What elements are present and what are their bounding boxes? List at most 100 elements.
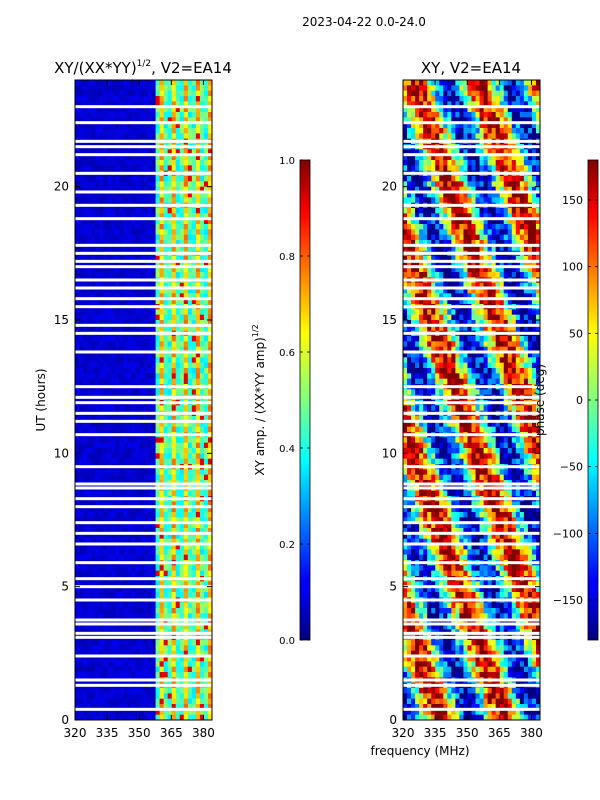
amplitude-cell bbox=[79, 282, 84, 288]
phase-cell bbox=[423, 687, 428, 694]
amplitude-cell bbox=[131, 207, 137, 214]
amplitude-cell bbox=[103, 644, 108, 651]
amplitude-cell bbox=[167, 666, 173, 672]
amplitude-cell bbox=[123, 628, 128, 635]
amplitude-cell bbox=[167, 586, 173, 592]
amplitude-cell bbox=[123, 500, 128, 507]
amplitude-cell bbox=[91, 218, 96, 224]
amplitude-cell bbox=[87, 692, 92, 699]
phase-cell bbox=[419, 650, 424, 656]
amplitude-cell bbox=[91, 452, 96, 459]
amplitude-cell bbox=[151, 180, 157, 187]
amplitude-cell bbox=[103, 554, 108, 560]
amplitude-cell bbox=[87, 159, 92, 166]
amplitude-cell bbox=[91, 714, 96, 720]
amplitude-cell bbox=[135, 175, 141, 182]
amplitude-cell bbox=[175, 378, 181, 384]
amplitude-cell bbox=[95, 655, 100, 662]
amplitude-cell bbox=[95, 175, 100, 182]
amplitude-cell bbox=[111, 356, 116, 363]
phase-cell bbox=[459, 671, 465, 678]
amplitude-cell bbox=[127, 516, 133, 523]
amplitude-cell bbox=[191, 543, 197, 550]
amplitude-cell bbox=[195, 506, 201, 512]
amplitude-cell bbox=[175, 282, 181, 288]
phase-cell bbox=[499, 660, 505, 667]
amplitude-cell bbox=[119, 436, 124, 443]
amplitude-cell bbox=[203, 292, 209, 299]
amplitude-cell bbox=[183, 127, 189, 134]
amplitude-cell bbox=[159, 292, 165, 299]
phase-cell bbox=[475, 607, 481, 614]
amplitude-cell bbox=[187, 708, 193, 715]
amplitude-cell bbox=[79, 351, 84, 358]
amplitude-cell bbox=[151, 164, 157, 171]
phase-cell bbox=[407, 650, 412, 656]
amplitude-cell bbox=[99, 420, 104, 427]
amplitude-cell bbox=[147, 500, 153, 507]
amplitude-cell bbox=[187, 666, 193, 672]
amplitude-cell bbox=[171, 666, 177, 672]
amplitude-cell bbox=[95, 500, 100, 507]
phase-cell bbox=[439, 708, 444, 715]
amplitude-cell bbox=[203, 255, 209, 262]
phase-cell bbox=[443, 602, 448, 608]
amplitude-cell bbox=[183, 447, 189, 454]
amplitude-cell bbox=[163, 500, 169, 507]
amplitude-cell bbox=[127, 218, 133, 224]
amplitude-cell bbox=[103, 148, 108, 155]
amplitude-cell bbox=[179, 260, 185, 267]
amplitude-cell bbox=[163, 436, 169, 443]
amplitude-cell bbox=[187, 703, 193, 710]
amplitude-cell bbox=[123, 319, 128, 326]
amplitude-cell bbox=[87, 164, 92, 171]
phase-cell bbox=[503, 623, 509, 630]
amplitude-cell bbox=[151, 132, 157, 139]
amplitude-cell bbox=[199, 100, 205, 107]
amplitude-cell bbox=[187, 490, 193, 496]
phase-cell bbox=[483, 666, 489, 672]
amplitude-cell bbox=[107, 132, 112, 139]
amplitude-cell bbox=[159, 186, 165, 192]
amplitude-cell bbox=[127, 340, 133, 347]
phase-cell bbox=[483, 639, 489, 646]
amplitude-cell bbox=[171, 426, 177, 432]
amplitude-cell bbox=[83, 356, 88, 363]
amplitude-cell bbox=[107, 671, 112, 678]
amplitude-cell bbox=[135, 692, 141, 699]
amplitude-cell bbox=[147, 239, 153, 246]
amplitude-cell bbox=[95, 532, 100, 539]
amplitude-cell bbox=[91, 362, 96, 368]
amplitude-cell bbox=[167, 191, 173, 198]
amplitude-cell bbox=[151, 426, 157, 432]
amplitude-cell bbox=[207, 84, 212, 91]
amplitude-cell bbox=[119, 607, 124, 614]
amplitude-cell bbox=[151, 516, 157, 523]
phase-cell bbox=[439, 698, 444, 704]
amplitude-cell bbox=[79, 479, 84, 486]
amplitude-cell bbox=[139, 351, 145, 358]
amplitude-cell bbox=[103, 186, 108, 192]
amplitude-cell bbox=[143, 228, 149, 235]
phase-cell bbox=[467, 698, 473, 704]
amplitude-cell bbox=[83, 500, 88, 507]
amplitude-cell bbox=[139, 479, 145, 486]
amplitude-cell bbox=[115, 415, 120, 422]
amplitude-cell bbox=[147, 388, 153, 395]
amplitude-cell bbox=[155, 500, 161, 507]
phase-cell bbox=[419, 612, 424, 619]
phase-cell bbox=[431, 666, 436, 672]
amplitude-cell bbox=[107, 644, 112, 651]
phase-cell bbox=[459, 708, 465, 715]
amplitude-cell bbox=[79, 378, 84, 384]
amplitude-cell bbox=[99, 340, 104, 347]
amplitude-cell bbox=[135, 95, 141, 102]
amplitude-cell bbox=[103, 218, 108, 224]
amplitude-cell bbox=[79, 543, 84, 550]
amplitude-cell bbox=[195, 698, 201, 704]
amplitude-cell bbox=[167, 628, 173, 635]
amplitude-cell bbox=[203, 602, 209, 608]
amplitude-cell bbox=[143, 255, 149, 262]
phase-cell bbox=[427, 687, 432, 694]
amplitude-cell bbox=[131, 703, 137, 710]
